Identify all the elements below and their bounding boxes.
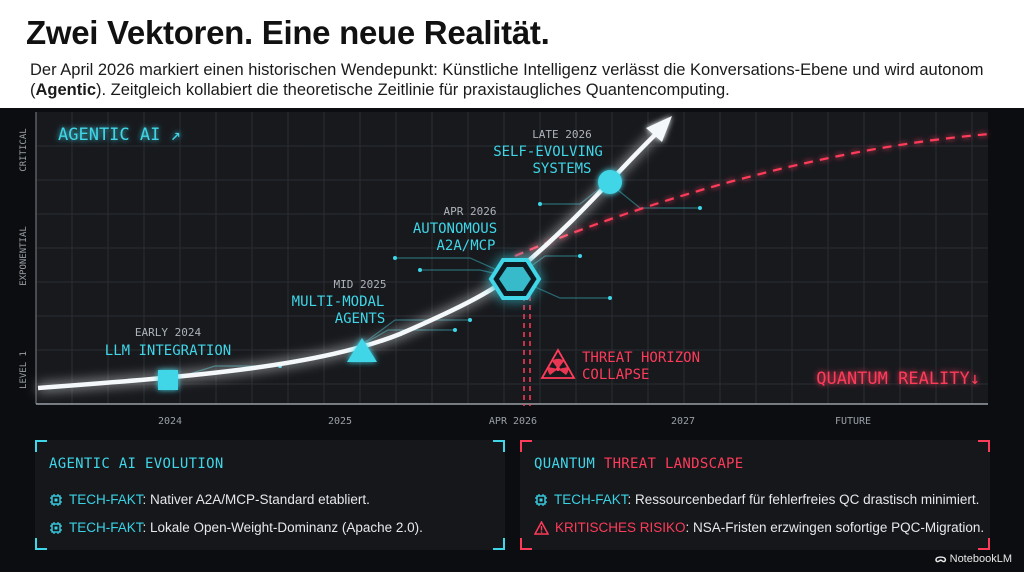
milestone-date-mid-2025: MID 2025 xyxy=(334,278,387,291)
milestone-marker-square xyxy=(158,370,178,390)
fact-label: TECH-FAKT xyxy=(69,520,143,535)
circuit-nodes xyxy=(278,202,702,368)
agentic-ai-label: AGENTIC AI ↗ xyxy=(58,125,181,145)
fact-text: : Ressourcenbedarf für fehlerfreies QC d… xyxy=(627,492,980,507)
y-label-critical: CRITICAL xyxy=(19,128,29,171)
x-label-future: FUTURE xyxy=(835,416,871,427)
milestone-name-self-evolving: SELF-EVOLVING xyxy=(493,144,603,160)
subtitle-bold-agentic: Agentic xyxy=(35,81,97,99)
fact-text: : NSA-Fristen erzwingen sofortige PQC-Mi… xyxy=(685,520,985,535)
fact-item: TECH-FAKT: Ressourcenbedarf für fehlerfr… xyxy=(534,492,979,507)
agentic-ai-evolution-panel: AGENTIC AI EVOLUTION TECH-FAKT: Nativer … xyxy=(35,440,505,550)
threat-horizon-text-1: THREAT HORIZON xyxy=(582,350,700,366)
panel-corner-tr xyxy=(978,440,990,452)
fact-item: TECH-FAKT: Nativer A2A/MCP-Standard etab… xyxy=(49,492,370,507)
curve-arrowhead xyxy=(646,116,672,142)
panel-corner-bl xyxy=(520,538,532,550)
milestone-name-a2a-mcp: A2A/MCP xyxy=(436,238,495,254)
chip-icon xyxy=(50,522,62,535)
notebooklm-text: NotebookLM xyxy=(949,553,1012,565)
timeline-diagram: CRITICAL EXPONENTIAL LEVEL 1 2024 2025 A… xyxy=(19,112,991,427)
fact-item: TECH-FAKT: Lokale Open-Weight-Dominanz (… xyxy=(49,520,423,535)
quantum-reality-label: QUANTUM REALITY↓ xyxy=(816,369,980,389)
fact-label-risk: KRITISCHES RISIKO xyxy=(555,520,686,535)
notebooklm-brand: ᯅ NotebookLM xyxy=(935,551,1012,566)
panel-corner-tr xyxy=(493,440,505,452)
radiation-icon xyxy=(540,348,576,379)
panel-title-agentic: AGENTIC AI EVOLUTION xyxy=(49,456,224,472)
panel-title-quantum-word: QUANTUM xyxy=(534,456,596,472)
panel-corner-tl xyxy=(520,440,532,452)
milestone-date-early-2024: EARLY 2024 xyxy=(135,326,202,339)
chip-icon xyxy=(50,494,62,507)
page-subtitle: Der April 2026 markiert einen historisch… xyxy=(30,60,990,100)
fact-item: KRITISCHES RISIKO: NSA-Fristen erzwingen… xyxy=(534,520,985,536)
y-label-level1: LEVEL 1 xyxy=(19,351,29,389)
y-label-exponential: EXPONENTIAL xyxy=(19,226,29,286)
panel-corner-br xyxy=(493,538,505,550)
x-label-2024: 2024 xyxy=(158,416,182,427)
warning-icon xyxy=(534,521,549,536)
milestone-date-late-2026: LATE 2026 xyxy=(532,128,592,141)
fact-text: : Lokale Open-Weight-Dominanz (Apache 2.… xyxy=(142,520,423,535)
milestone-marker-hexagon-inner xyxy=(499,267,531,291)
milestone-name-llm-integration: LLM INTEGRATION xyxy=(105,343,231,359)
panel-corner-br xyxy=(978,538,990,550)
x-label-apr-2026: APR 2026 xyxy=(489,416,537,427)
fact-text: : Nativer A2A/MCP-Standard etabliert. xyxy=(142,492,370,507)
milestone-date-apr-2026: APR 2026 xyxy=(444,205,497,218)
grid-lines xyxy=(36,112,988,404)
panel-corner-tl xyxy=(35,440,47,452)
subtitle-text-2: ). Zeitgleich kollabiert die theoretisch… xyxy=(96,81,730,99)
panel-corner-bl xyxy=(35,538,47,550)
quantum-threat-landscape-panel: QUANTUM THREAT LANDSCAPE TECH-FAKT: Ress… xyxy=(520,440,990,550)
fact-label: TECH-FAKT xyxy=(554,492,628,507)
milestone-marker-circle xyxy=(598,170,622,194)
panel-title-quantum: QUANTUM THREAT LANDSCAPE xyxy=(534,456,744,472)
quantum-curve xyxy=(514,132,991,258)
notebooklm-logo-icon: ᯅ xyxy=(934,553,947,565)
milestone-name-multi-modal: MULTI-MODAL xyxy=(292,294,385,310)
agentic-ai-curve xyxy=(37,128,662,391)
milestone-marker-triangle xyxy=(347,338,377,362)
x-label-2027: 2027 xyxy=(671,416,695,427)
panel-title-threat-landscape: THREAT LANDSCAPE xyxy=(603,456,744,472)
milestone-name-autonomous: AUTONOMOUS xyxy=(413,221,497,237)
x-label-2025: 2025 xyxy=(328,416,352,427)
page-title: Zwei Vektoren. Eine neue Realität. xyxy=(26,14,550,51)
fact-label: TECH-FAKT xyxy=(69,492,143,507)
milestone-name-agents: AGENTS xyxy=(335,311,386,327)
threat-horizon-text-2: COLLAPSE xyxy=(582,367,649,383)
subtitle-text-1: Der April 2026 markiert einen historisch… xyxy=(30,61,984,99)
milestone-name-systems: SYSTEMS xyxy=(532,161,591,177)
chip-icon xyxy=(535,494,547,507)
